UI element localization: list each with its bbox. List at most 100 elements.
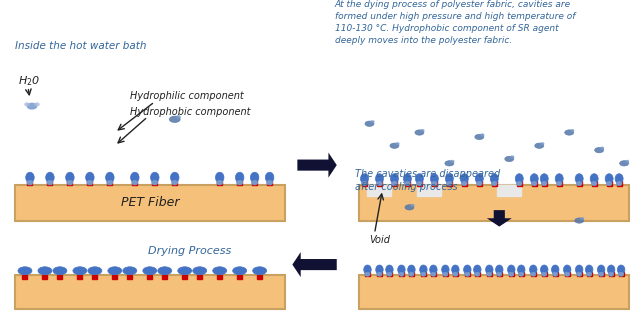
Ellipse shape <box>615 174 623 184</box>
Ellipse shape <box>176 115 180 119</box>
Ellipse shape <box>475 272 480 276</box>
Bar <box>475 272 480 276</box>
Ellipse shape <box>565 130 574 135</box>
Bar <box>197 275 202 279</box>
Text: Hydrophobic component: Hydrophobic component <box>130 107 251 117</box>
Ellipse shape <box>399 272 404 276</box>
Ellipse shape <box>594 147 603 153</box>
Ellipse shape <box>409 272 414 276</box>
Text: The cavaties are disappeared
after cooling process: The cavaties are disappeared after cooli… <box>354 169 500 192</box>
Ellipse shape <box>618 272 624 276</box>
Bar <box>576 181 582 186</box>
Ellipse shape <box>377 272 382 276</box>
Bar <box>447 181 452 186</box>
Ellipse shape <box>620 161 629 166</box>
Bar <box>152 181 157 185</box>
Ellipse shape <box>565 272 570 276</box>
Bar <box>217 275 222 279</box>
Ellipse shape <box>491 182 497 186</box>
Bar <box>453 272 458 276</box>
Bar <box>387 272 392 276</box>
Ellipse shape <box>518 265 525 274</box>
Bar <box>587 272 592 276</box>
Ellipse shape <box>390 143 399 148</box>
Ellipse shape <box>171 172 179 183</box>
Bar <box>68 181 72 185</box>
Ellipse shape <box>509 272 514 276</box>
Bar <box>465 272 470 276</box>
Ellipse shape <box>27 181 33 185</box>
Ellipse shape <box>490 174 498 184</box>
Ellipse shape <box>571 129 574 132</box>
Ellipse shape <box>616 182 622 186</box>
Ellipse shape <box>421 272 426 276</box>
Ellipse shape <box>609 272 614 276</box>
Ellipse shape <box>475 134 484 140</box>
Ellipse shape <box>47 181 53 185</box>
Ellipse shape <box>430 265 437 274</box>
Ellipse shape <box>361 174 368 184</box>
Bar <box>417 181 422 186</box>
Ellipse shape <box>66 172 74 183</box>
Ellipse shape <box>430 174 439 184</box>
Ellipse shape <box>106 172 114 183</box>
Ellipse shape <box>451 160 454 163</box>
Ellipse shape <box>73 267 87 275</box>
Bar <box>28 181 32 185</box>
FancyBboxPatch shape <box>15 185 285 220</box>
Ellipse shape <box>531 182 537 186</box>
Ellipse shape <box>123 267 137 275</box>
Ellipse shape <box>625 160 629 163</box>
Ellipse shape <box>598 265 605 274</box>
Text: Hydrophilic component: Hydrophilic component <box>130 91 243 101</box>
Ellipse shape <box>236 172 244 183</box>
Text: Void: Void <box>370 234 390 245</box>
Bar <box>609 272 614 276</box>
Ellipse shape <box>465 272 470 276</box>
Bar <box>592 181 596 186</box>
Bar <box>399 272 404 276</box>
Wedge shape <box>368 185 392 196</box>
Bar <box>92 275 97 279</box>
Ellipse shape <box>375 174 383 184</box>
Ellipse shape <box>511 156 514 158</box>
Bar <box>409 272 414 276</box>
Ellipse shape <box>213 267 227 275</box>
Ellipse shape <box>34 103 39 106</box>
Bar <box>88 181 92 185</box>
Ellipse shape <box>392 182 397 186</box>
Bar <box>497 185 521 196</box>
Ellipse shape <box>24 103 30 106</box>
Bar <box>519 272 524 276</box>
Ellipse shape <box>362 182 367 186</box>
FancyBboxPatch shape <box>15 275 285 309</box>
Ellipse shape <box>585 265 593 274</box>
Ellipse shape <box>516 182 522 186</box>
Ellipse shape <box>576 272 582 276</box>
Bar <box>607 181 612 186</box>
Ellipse shape <box>67 181 73 185</box>
Ellipse shape <box>551 265 559 274</box>
Ellipse shape <box>365 121 374 126</box>
Bar <box>431 272 436 276</box>
Bar <box>392 181 397 186</box>
Bar <box>365 272 370 276</box>
Bar <box>377 181 382 186</box>
Ellipse shape <box>600 147 604 149</box>
Ellipse shape <box>53 267 67 275</box>
Ellipse shape <box>398 265 405 274</box>
Ellipse shape <box>460 174 468 184</box>
Ellipse shape <box>408 265 415 274</box>
Text: Inside the hot water bath: Inside the hot water bath <box>15 41 146 51</box>
Bar <box>368 185 392 196</box>
Bar <box>128 275 132 279</box>
Ellipse shape <box>405 205 414 210</box>
Ellipse shape <box>576 182 582 186</box>
Ellipse shape <box>377 182 383 186</box>
Bar <box>48 181 52 185</box>
Ellipse shape <box>131 172 139 183</box>
Bar <box>542 181 547 186</box>
Ellipse shape <box>535 143 544 148</box>
Ellipse shape <box>365 272 370 276</box>
Text: At the dying process of polyester fabric, cavities are
formed under high pressur: At the dying process of polyester fabric… <box>334 0 575 45</box>
